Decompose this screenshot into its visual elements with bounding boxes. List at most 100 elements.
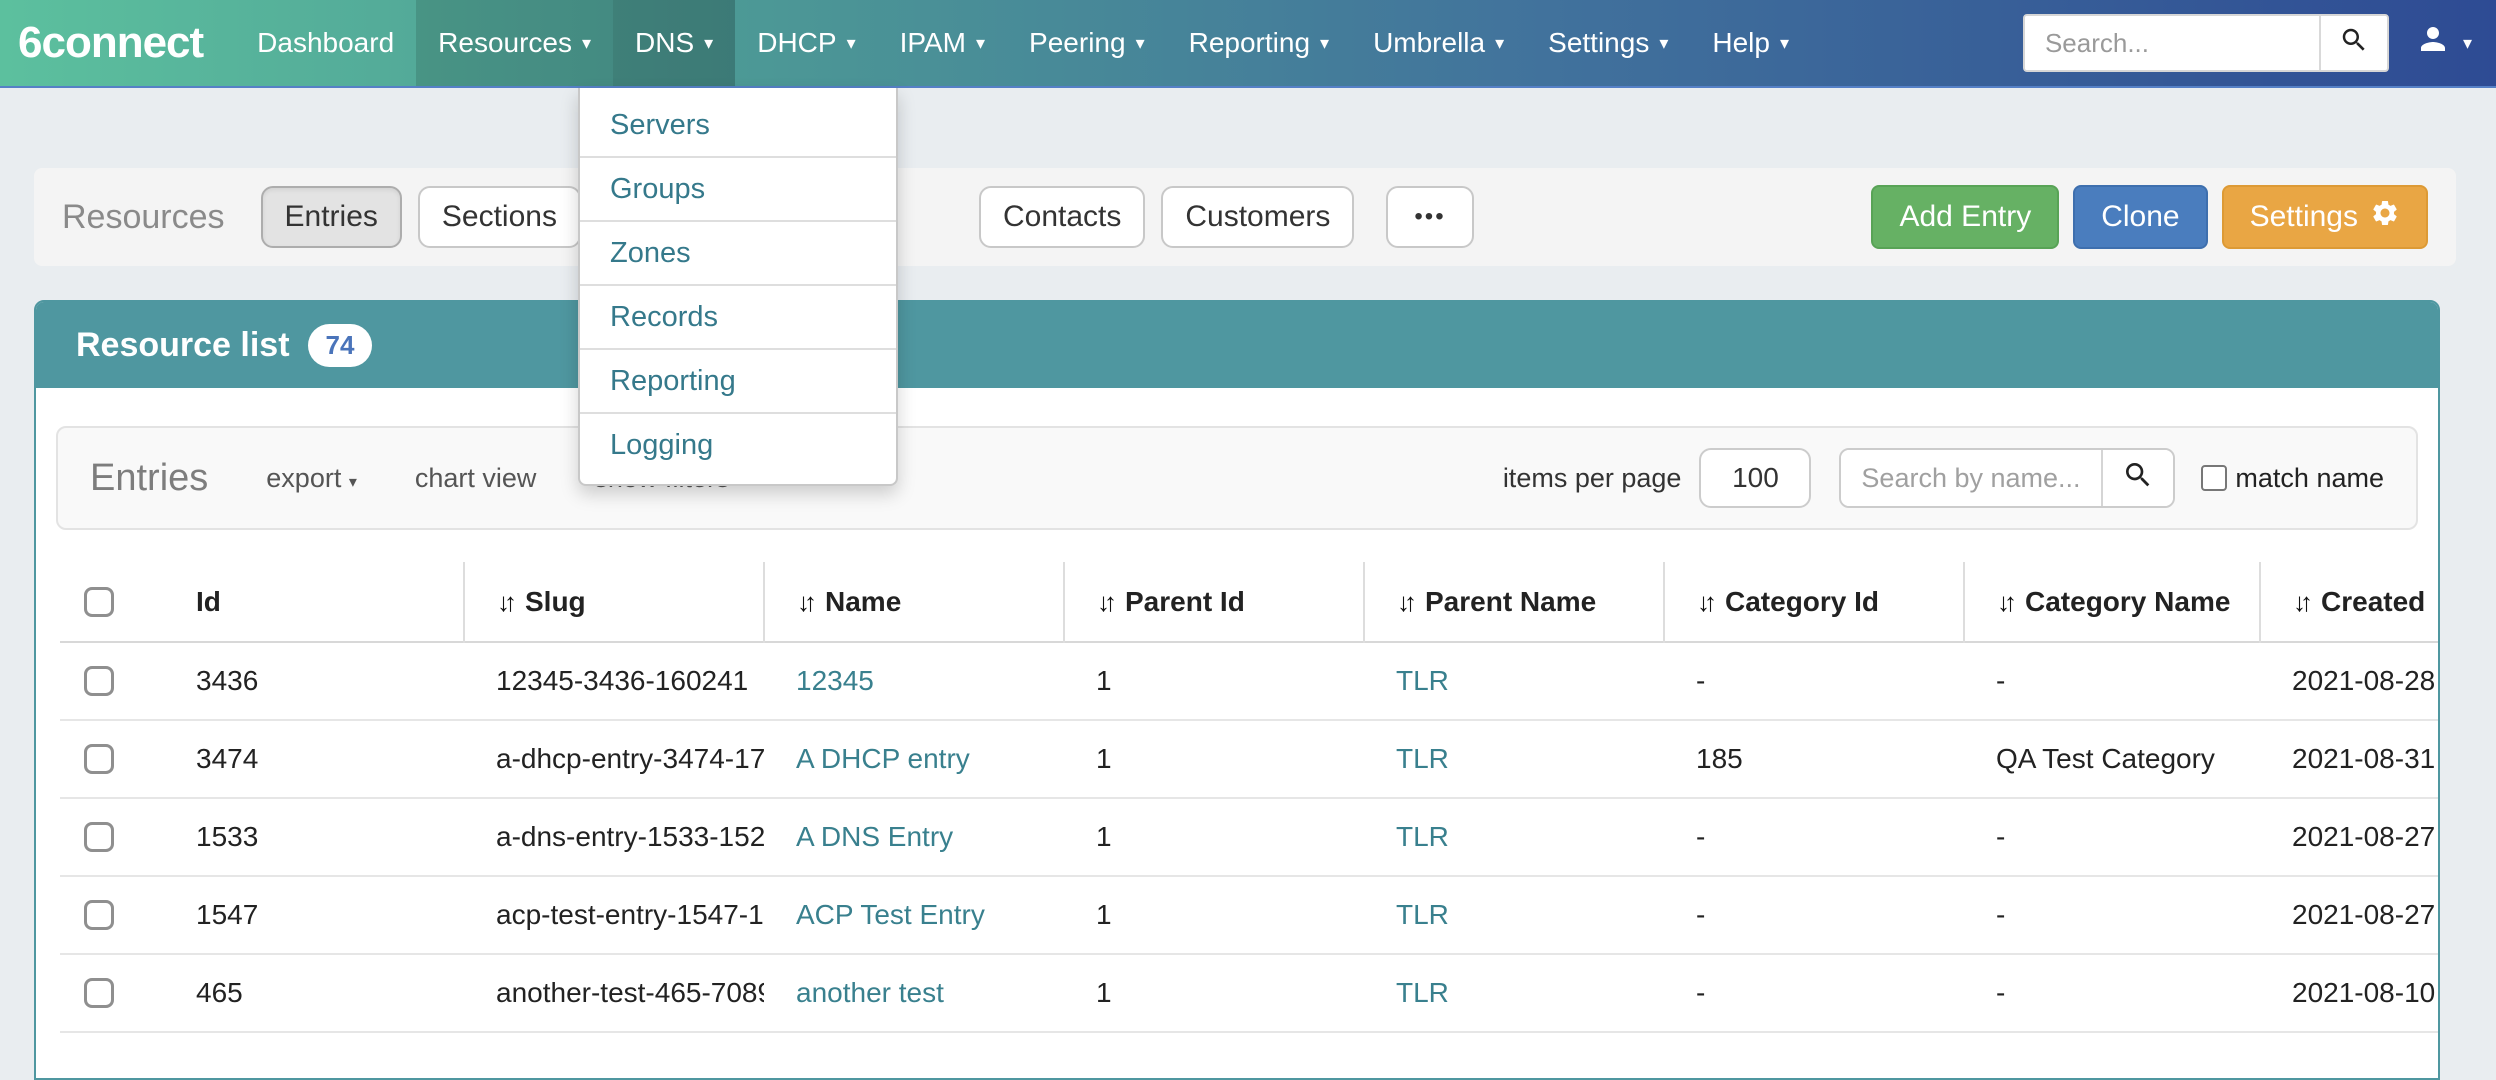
match-name-checkbox[interactable] xyxy=(2201,465,2227,491)
parent-name-link[interactable]: TLR xyxy=(1396,743,1449,774)
cell-category-name: - xyxy=(1964,954,2260,1032)
page-title: Resources xyxy=(62,198,225,237)
cell-id: 3436 xyxy=(164,642,464,720)
nav-peering[interactable]: Peering ▾ xyxy=(1007,0,1167,86)
cell-created: 2021-08-28 00 xyxy=(2260,642,2440,720)
user-icon xyxy=(2415,21,2451,65)
parent-name-link[interactable]: TLR xyxy=(1396,977,1449,1008)
row-checkbox[interactable] xyxy=(84,666,114,696)
tab-sections[interactable]: Sections xyxy=(418,186,581,248)
dns-menu-item-records[interactable]: Records xyxy=(580,284,896,348)
dns-dropdown-menu: Servers Groups Zones Records Reporting L… xyxy=(578,88,898,486)
more-tabs-button[interactable]: ••• xyxy=(1386,186,1473,248)
sort-icon: ↓↑ xyxy=(1697,587,1711,617)
nav-dashboard[interactable]: Dashboard xyxy=(235,0,416,86)
caret-down-icon: ▾ xyxy=(349,474,357,491)
dns-menu-item-zones[interactable]: Zones xyxy=(580,220,896,284)
entry-name-link[interactable]: another test xyxy=(796,977,944,1008)
caret-down-icon: ▾ xyxy=(2463,33,2472,54)
user-menu[interactable]: ▾ xyxy=(2415,21,2472,65)
table-row: 3474 a-dhcp-entry-3474-17... A DHCP entr… xyxy=(60,720,2440,798)
column-header-id[interactable]: Id xyxy=(164,562,464,642)
nav-reporting[interactable]: Reporting ▾ xyxy=(1167,0,1351,86)
column-header-created[interactable]: ↓↑Created xyxy=(2260,562,2440,642)
cell-created: 2021-08-10 17 xyxy=(2260,954,2440,1032)
caret-down-icon: ▾ xyxy=(1136,34,1145,52)
parent-name-link[interactable]: TLR xyxy=(1396,821,1449,852)
caret-down-icon: ▾ xyxy=(976,34,985,52)
cell-category-id: 185 xyxy=(1664,720,1964,798)
column-header-category-id[interactable]: ↓↑Category Id xyxy=(1664,562,1964,642)
sort-icon: ↓↑ xyxy=(797,587,811,617)
table-row: 1547 acp-test-entry-1547-1... ACP Test E… xyxy=(60,876,2440,954)
row-checkbox[interactable] xyxy=(84,900,114,930)
count-badge: 74 xyxy=(308,324,373,367)
global-search-button[interactable] xyxy=(2319,16,2387,70)
row-checkbox[interactable] xyxy=(84,978,114,1008)
cell-created: 2021-08-31 18 xyxy=(2260,720,2440,798)
nav-ipam[interactable]: IPAM ▾ xyxy=(878,0,1007,86)
clone-button[interactable]: Clone xyxy=(2073,185,2207,249)
nav-umbrella[interactable]: Umbrella ▾ xyxy=(1351,0,1526,86)
cell-parent-id: 1 xyxy=(1064,954,1364,1032)
chart-view-link[interactable]: chart view xyxy=(415,463,537,494)
caret-down-icon: ▾ xyxy=(582,34,591,52)
entry-name-link[interactable]: A DNS Entry xyxy=(796,821,953,852)
nav-dns[interactable]: DNS ▾ xyxy=(613,0,735,86)
entry-name-link[interactable]: A DHCP entry xyxy=(796,743,970,774)
select-all-checkbox[interactable] xyxy=(84,587,114,617)
nav-settings[interactable]: Settings ▾ xyxy=(1526,0,1690,86)
table-row: 3436 12345-3436-160241 12345 1 TLR - - 2… xyxy=(60,642,2440,720)
sort-icon: ↓↑ xyxy=(497,587,511,617)
export-link[interactable]: export ▾ xyxy=(266,463,357,494)
global-search-input[interactable] xyxy=(2025,16,2319,70)
entries-table: Id ↓↑Slug ↓↑Name ↓↑Parent Id ↓↑Parent Na… xyxy=(60,562,2440,1033)
cell-slug: another-test-465-70893 xyxy=(464,954,764,1032)
cell-slug: a-dns-entry-1533-152... xyxy=(464,798,764,876)
cell-category-id: - xyxy=(1664,798,1964,876)
parent-name-link[interactable]: TLR xyxy=(1396,665,1449,696)
sort-icon: ↓↑ xyxy=(1997,587,2011,617)
entry-name-link[interactable]: 12345 xyxy=(796,665,874,696)
match-name-label: match name xyxy=(2235,463,2384,494)
nav-help[interactable]: Help ▾ xyxy=(1690,0,1811,86)
row-checkbox[interactable] xyxy=(84,744,114,774)
parent-name-link[interactable]: TLR xyxy=(1396,899,1449,930)
cell-category-name: QA Test Category xyxy=(1964,720,2260,798)
tab-contacts[interactable]: Contacts xyxy=(979,186,1145,248)
cell-category-name: - xyxy=(1964,798,2260,876)
dns-menu-item-groups[interactable]: Groups xyxy=(580,156,896,220)
column-header-parent-name[interactable]: ↓↑Parent Name xyxy=(1364,562,1664,642)
navbar-search-area: ▾ xyxy=(2023,0,2496,86)
name-search-input[interactable] xyxy=(1841,450,2101,506)
cell-category-id: - xyxy=(1664,954,1964,1032)
column-header-slug[interactable]: ↓↑Slug xyxy=(464,562,764,642)
items-per-page-input[interactable] xyxy=(1699,448,1811,508)
nav-resources[interactable]: Resources ▾ xyxy=(416,0,613,86)
caret-down-icon: ▾ xyxy=(1320,34,1329,52)
panel-title: Resource list xyxy=(76,326,290,365)
caret-down-icon: ▾ xyxy=(847,34,856,52)
column-header-category-name[interactable]: ↓↑Category Name xyxy=(1964,562,2260,642)
resources-header-bar: Resources Entries Sections Contacts Cust… xyxy=(34,168,2456,266)
column-header-parent-id[interactable]: ↓↑Parent Id xyxy=(1064,562,1364,642)
nav-dhcp[interactable]: DHCP ▾ xyxy=(735,0,877,86)
tab-entries[interactable]: Entries xyxy=(261,186,402,248)
search-icon xyxy=(2122,459,2154,498)
name-search-button[interactable] xyxy=(2101,450,2173,506)
entry-name-link[interactable]: ACP Test Entry xyxy=(796,899,985,930)
table-header-row: Id ↓↑Slug ↓↑Name ↓↑Parent Id ↓↑Parent Na… xyxy=(60,562,2440,642)
tab-customers[interactable]: Customers xyxy=(1161,186,1354,248)
sort-icon: ↓↑ xyxy=(1097,587,1111,617)
row-checkbox[interactable] xyxy=(84,822,114,852)
dns-menu-item-reporting[interactable]: Reporting xyxy=(580,348,896,412)
dns-menu-item-logging[interactable]: Logging xyxy=(580,412,896,476)
caret-down-icon: ▾ xyxy=(704,34,713,52)
settings-button[interactable]: Settings xyxy=(2222,185,2428,249)
add-entry-button[interactable]: Add Entry xyxy=(1871,185,2059,249)
column-header-name[interactable]: ↓↑Name xyxy=(764,562,1064,642)
cell-created: 2021-08-27 01 xyxy=(2260,798,2440,876)
cell-category-id: - xyxy=(1664,642,1964,720)
caret-down-icon: ▾ xyxy=(1659,34,1668,52)
dns-menu-item-servers[interactable]: Servers xyxy=(580,94,896,156)
